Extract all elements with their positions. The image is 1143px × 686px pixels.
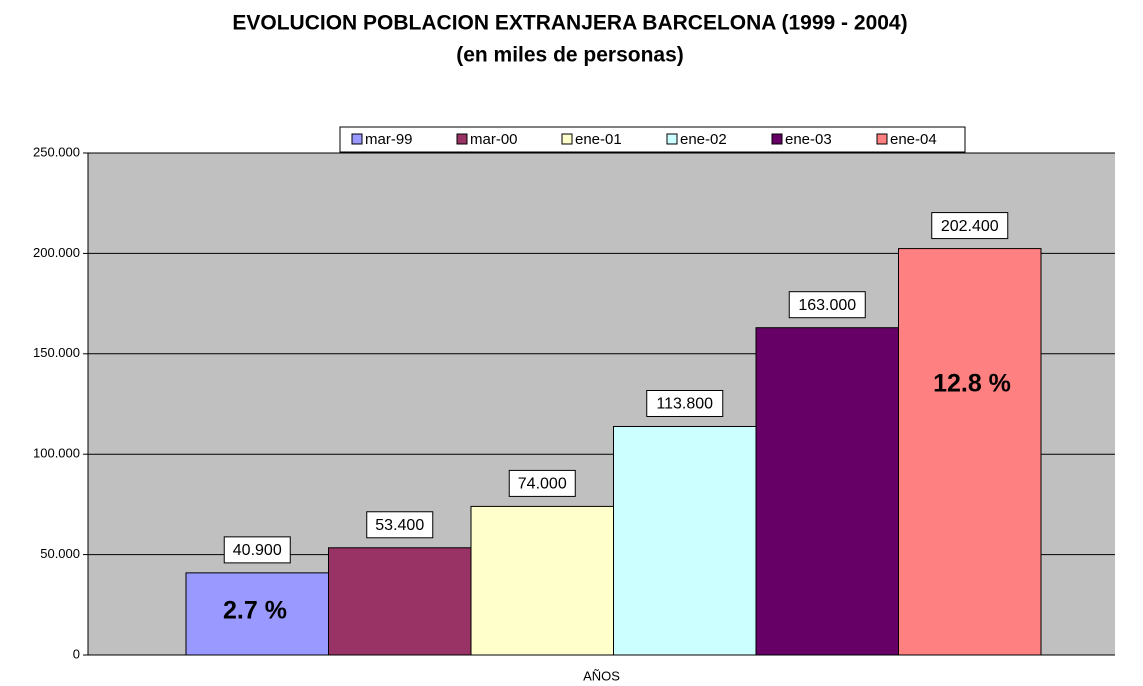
legend-swatch xyxy=(876,133,888,145)
y-tick-label: 0 xyxy=(73,646,80,661)
legend-swatch xyxy=(561,133,573,145)
legend-label: mar-00 xyxy=(470,131,518,148)
label-box xyxy=(788,291,866,319)
data-label: 53.400 xyxy=(375,517,424,534)
bar xyxy=(185,572,329,656)
legend-box xyxy=(339,126,966,153)
y-tick-label: 100.000 xyxy=(33,446,80,461)
label-box xyxy=(508,469,576,497)
legend-label: mar-99 xyxy=(365,131,413,148)
data-label: 40.900 xyxy=(233,542,282,559)
y-tick-label: 150.000 xyxy=(33,345,80,360)
label-box xyxy=(646,389,724,417)
y-tick-label: 50.000 xyxy=(40,546,80,561)
legend-label: ene-04 xyxy=(890,131,937,148)
y-tick-label: 200.000 xyxy=(33,245,80,260)
annotation: 12.8 % xyxy=(933,370,1011,398)
data-label: 74.000 xyxy=(518,476,567,493)
label-box xyxy=(223,536,291,564)
x-tick-label: AÑOS xyxy=(583,668,620,683)
bar xyxy=(898,248,1042,656)
legend-label: ene-01 xyxy=(575,131,622,148)
chart-subtitle: (en miles de personas) xyxy=(456,44,684,67)
bar xyxy=(613,425,757,656)
legend-swatch xyxy=(456,133,468,145)
legend-swatch xyxy=(351,133,363,145)
legend-label: ene-02 xyxy=(680,131,727,148)
label-box xyxy=(931,212,1009,240)
legend-label: ene-03 xyxy=(785,131,832,148)
data-label: 113.800 xyxy=(656,396,713,413)
bar xyxy=(328,547,472,656)
data-label: 202.400 xyxy=(941,218,999,235)
legend-swatch xyxy=(771,133,783,145)
chart-title: EVOLUCION POBLACION EXTRANJERA BARCELONA… xyxy=(232,12,907,35)
y-tick-label: 250.000 xyxy=(33,144,80,159)
bar xyxy=(470,505,614,656)
bar xyxy=(755,327,899,656)
label-box xyxy=(366,511,434,539)
annotation: 2.7 % xyxy=(223,597,287,625)
data-label: 163.000 xyxy=(798,297,856,314)
legend-swatch xyxy=(666,133,678,145)
